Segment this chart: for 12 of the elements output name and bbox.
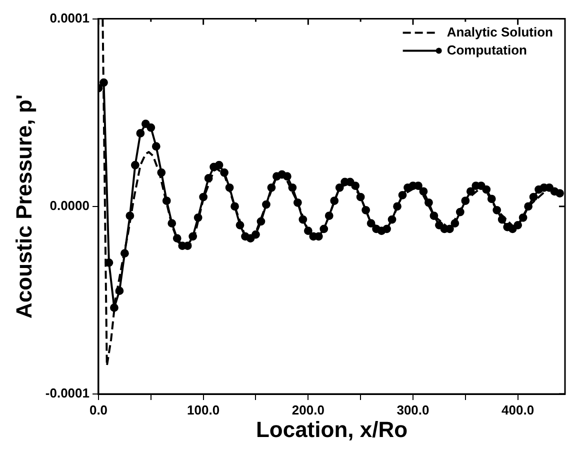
y-axis-title: Acoustic Pressure, p'	[11, 94, 36, 318]
x-tick-label: 200.0	[292, 402, 324, 418]
x-tick-label: 100.0	[187, 402, 220, 418]
x-axis-title: Location, x/Ro	[256, 416, 408, 442]
legend-label: Analytic Solution	[446, 24, 554, 40]
y-tick-label: 0.0000	[50, 198, 90, 213]
y-tick-label: -0.0001	[45, 386, 90, 401]
legend-label: Computation	[446, 42, 528, 58]
x-tick-label: 0.0	[89, 402, 108, 418]
x-tick-label: 300.0	[396, 402, 430, 418]
x-tick-label: 400.0	[502, 402, 534, 418]
y-tick-label: 0.0001	[50, 10, 90, 26]
